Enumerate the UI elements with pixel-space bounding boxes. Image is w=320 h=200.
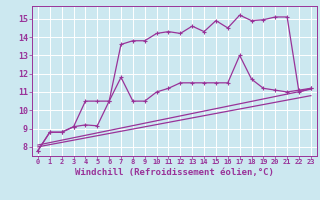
X-axis label: Windchill (Refroidissement éolien,°C): Windchill (Refroidissement éolien,°C) bbox=[75, 168, 274, 177]
